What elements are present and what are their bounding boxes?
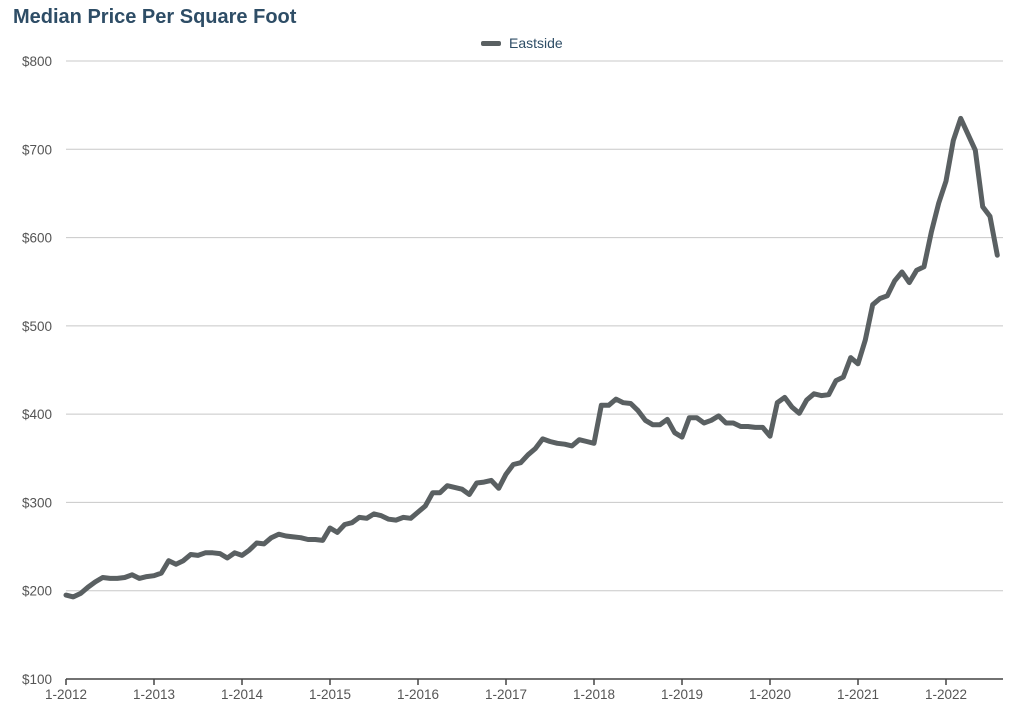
x-tick-label: 1-2012 bbox=[45, 687, 87, 702]
x-tick-label: 1-2015 bbox=[309, 687, 351, 702]
series-group bbox=[63, 115, 1000, 600]
y-tick-label: $200 bbox=[22, 584, 52, 599]
legend-swatch bbox=[481, 40, 501, 46]
x-tick-label: 1-2018 bbox=[573, 687, 615, 702]
legend-label: Eastside bbox=[509, 35, 563, 51]
series-line-eastside bbox=[63, 115, 1000, 600]
x-tick-label: 1-2019 bbox=[661, 687, 703, 702]
x-tick-label: 1-2021 bbox=[837, 687, 879, 702]
y-tick-label: $800 bbox=[22, 54, 52, 69]
x-tick-label: 1-2013 bbox=[133, 687, 175, 702]
y-tick-label: $100 bbox=[22, 672, 52, 687]
y-tick-label: $700 bbox=[22, 142, 52, 157]
x-tick-label: 1-2016 bbox=[397, 687, 439, 702]
x-tick-label: 1-2020 bbox=[749, 687, 791, 702]
y-tick-label: $600 bbox=[22, 231, 52, 246]
y-axis-ticks: $100 $200 $300 $400 $500 $600 $700 $800 bbox=[22, 54, 52, 687]
gridlines bbox=[66, 60, 1003, 592]
chart-title: Median Price Per Square Foot bbox=[13, 6, 297, 28]
x-axis: 1-2012 1-2013 1-2014 1-2015 1-2016 1-2017 1-20… bbox=[45, 678, 1003, 702]
y-tick-label: $300 bbox=[22, 495, 52, 510]
x-tick-label: 1-2017 bbox=[485, 687, 527, 702]
y-tick-label: $400 bbox=[22, 407, 52, 422]
x-tick-label: 1-2022 bbox=[925, 687, 967, 702]
x-tick-label: 1-2014 bbox=[221, 687, 264, 702]
y-tick-label: $500 bbox=[22, 319, 52, 334]
legend: Eastside bbox=[481, 35, 563, 51]
